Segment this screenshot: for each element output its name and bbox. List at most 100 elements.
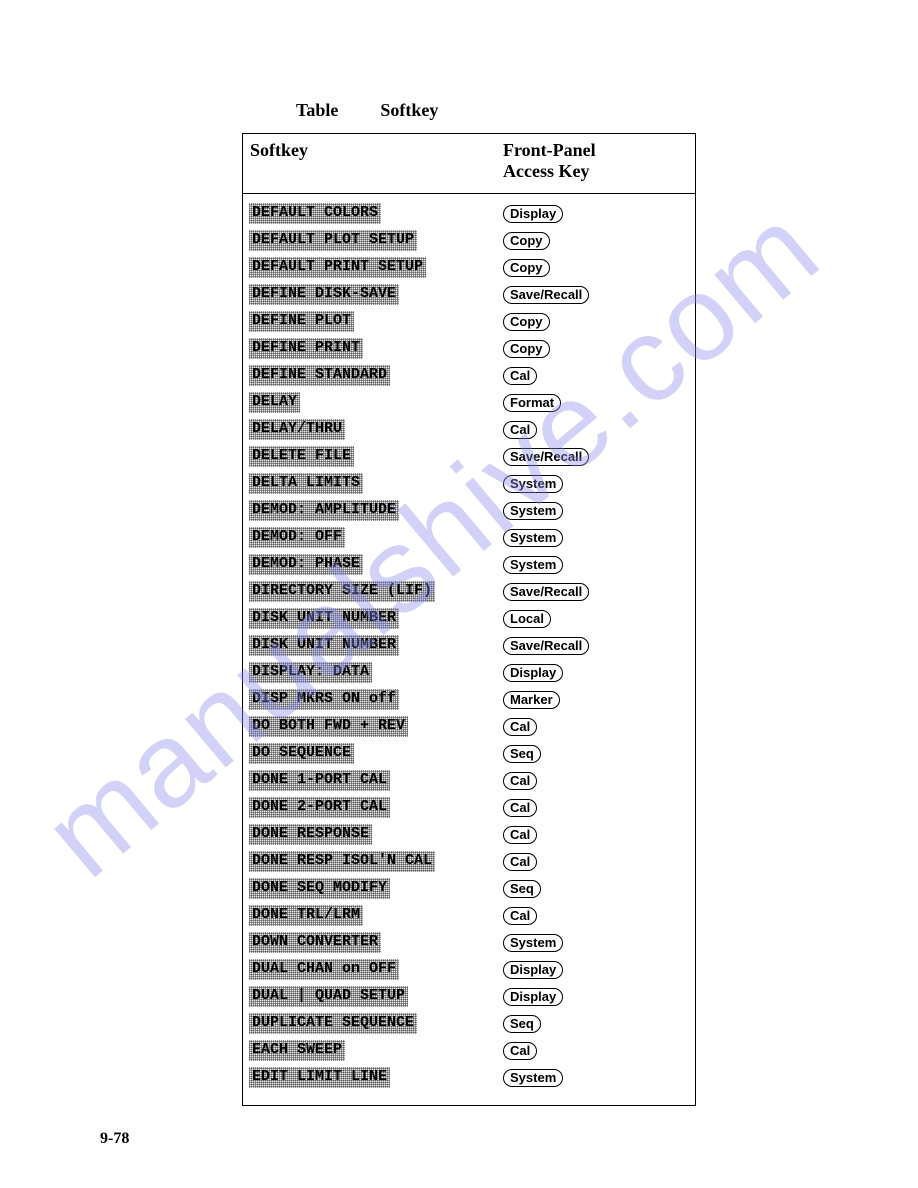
softkey-label: DEMOD: OFF (249, 527, 345, 548)
softkey-label: EDIT LIMIT LINE (249, 1067, 390, 1088)
panelkey-cell: Copy (503, 340, 689, 358)
softkey-cell: DUPLICATE SEQUENCE (249, 1013, 503, 1034)
softkey-label: DEFINE PLOT (249, 311, 354, 332)
softkey-label: DEFINE PRINT (249, 338, 363, 359)
softkey-label: DO SEQUENCE (249, 743, 354, 764)
table-row: DOWN CONVERTER System (243, 929, 695, 956)
panelkey-cell: Cal (503, 799, 689, 817)
panelkey-label: Display (503, 961, 563, 979)
panelkey-cell: Seq (503, 1015, 689, 1033)
softkey-label: DEFINE STANDARD (249, 365, 390, 386)
table-row: DONE 2-PORT CALCal (243, 794, 695, 821)
panelkey-label: Display (503, 988, 563, 1006)
panelkey-label: Marker (503, 691, 560, 709)
softkey-cell: DONE TRL/LRM (249, 905, 503, 926)
panelkey-cell: Marker (503, 691, 689, 709)
table-row: DELAYFormat (243, 389, 695, 416)
panelkey-cell: Format (503, 394, 689, 412)
softkey-label: DUAL CHAN on OFF (249, 959, 399, 980)
panelkey-label: System (503, 529, 563, 547)
softkey-label: DELETE FILE (249, 446, 354, 467)
panelkey-label: Cal (503, 826, 537, 844)
softkey-cell: DEFAULT COLORS (249, 203, 503, 224)
softkey-label: EACH SWEEP (249, 1040, 345, 1061)
table-row: DEFAULT COLORSDisplay (243, 200, 695, 227)
panelkey-label: Save/Recall (503, 448, 589, 466)
softkey-cell: DEFAULT PLOT SETUP (249, 230, 503, 251)
softkey-label: DEMOD: PHASE (249, 554, 363, 575)
softkey-label: DISPLAY: DATA (249, 662, 372, 683)
softkey-cell: DELAY/THRU (249, 419, 503, 440)
panelkey-label: Format (503, 394, 561, 412)
softkey-cell: DEMOD: AMPLITUDE (249, 500, 503, 521)
table-row: DEFINE PRINT Copy (243, 335, 695, 362)
panelkey-cell: System (503, 529, 689, 547)
softkey-label: DEFINE DISK-SAVE (249, 284, 399, 305)
panelkey-label: Display (503, 664, 563, 682)
softkey-cell: DIRECTORY SIZE (LIF) (249, 581, 503, 602)
panelkey-cell: Display (503, 988, 689, 1006)
panelkey-label: Cal (503, 799, 537, 817)
table-row: DONE TRL/LRMCal (243, 902, 695, 929)
panelkey-label: Cal (503, 907, 537, 925)
panelkey-label: Copy (503, 259, 550, 277)
softkey-cell: DISPLAY: DATA (249, 662, 503, 683)
softkey-label: DELAY/THRU (249, 419, 345, 440)
panelkey-label: Seq (503, 1015, 541, 1033)
table-row: DONE RESPONSECal (243, 821, 695, 848)
caption-right: Softkey (380, 100, 438, 120)
softkey-label: DOWN CONVERTER (249, 932, 381, 953)
table-row: DEFINE STANDARD Cal (243, 362, 695, 389)
panelkey-cell: Copy (503, 232, 689, 250)
panelkey-cell: Save/Recall (503, 286, 689, 304)
table-row: DEFINE DISK-SAVE Save/Recall (243, 281, 695, 308)
panelkey-label: Display (503, 205, 563, 223)
table-row: DONE 1-PORT CALCal (243, 767, 695, 794)
panelkey-cell: Cal (503, 1042, 689, 1060)
softkey-cell: DELTA LIMITS (249, 473, 503, 494)
softkey-cell: DEMOD: PHASE (249, 554, 503, 575)
panelkey-label: System (503, 1069, 563, 1087)
table-row: DELAY/THRU Cal (243, 416, 695, 443)
panelkey-label: System (503, 556, 563, 574)
panelkey-label: Cal (503, 1042, 537, 1060)
table-caption: Table Softkey (100, 100, 818, 121)
softkey-label: DEMOD: AMPLITUDE (249, 500, 399, 521)
panelkey-cell: Cal (503, 367, 689, 385)
table-row: DO SEQUENCE Seq (243, 740, 695, 767)
softkey-cell: EACH SWEEP (249, 1040, 503, 1061)
softkey-cell: DONE RESP ISOL'N CAL (249, 851, 503, 872)
table-row: EACH SWEEP Cal (243, 1037, 695, 1064)
softkey-cell: DEMOD: OFF (249, 527, 503, 548)
panelkey-label: Cal (503, 853, 537, 871)
panelkey-label: System (503, 502, 563, 520)
panelkey-cell: Display (503, 961, 689, 979)
table-row: DISK UNIT NUMBERLocal (243, 605, 695, 632)
panelkey-label: Cal (503, 421, 537, 439)
table-row: DEFINE PLOTCopy (243, 308, 695, 335)
page-number: 9-78 (100, 1130, 129, 1148)
panelkey-label: System (503, 475, 563, 493)
softkey-cell: DISP MKRS ON off (249, 689, 503, 710)
panelkey-label: Seq (503, 745, 541, 763)
softkey-label: DISK UNIT NUMBER (249, 635, 399, 656)
panelkey-label: Local (503, 610, 551, 628)
panelkey-cell: Cal (503, 718, 689, 736)
table-row: DISK UNIT NUMBER Save/Recall (243, 632, 695, 659)
softkey-cell: DONE SEQ MODIFY (249, 878, 503, 899)
panelkey-cell: Cal (503, 907, 689, 925)
table-header-row: Softkey Front-Panel Access Key (243, 134, 695, 194)
panelkey-label: Save/Recall (503, 637, 589, 655)
softkey-cell: DONE 1-PORT CAL (249, 770, 503, 791)
table-row: DIRECTORY SIZE (LIF)Save/Recall (243, 578, 695, 605)
panelkey-cell: Display (503, 664, 689, 682)
softkey-cell: DEFINE STANDARD (249, 365, 503, 386)
panelkey-cell: System (503, 934, 689, 952)
table-row: DEMOD: OFF System (243, 524, 695, 551)
panelkey-label: Save/Recall (503, 286, 589, 304)
softkey-cell: DEFAULT PRINT SETUP (249, 257, 503, 278)
panelkey-cell: Save/Recall (503, 637, 689, 655)
table-body: DEFAULT COLORSDisplayDEFAULT PLOT SETUPC… (243, 194, 695, 1105)
panelkey-cell: Cal (503, 772, 689, 790)
softkey-cell: DELAY (249, 392, 503, 413)
